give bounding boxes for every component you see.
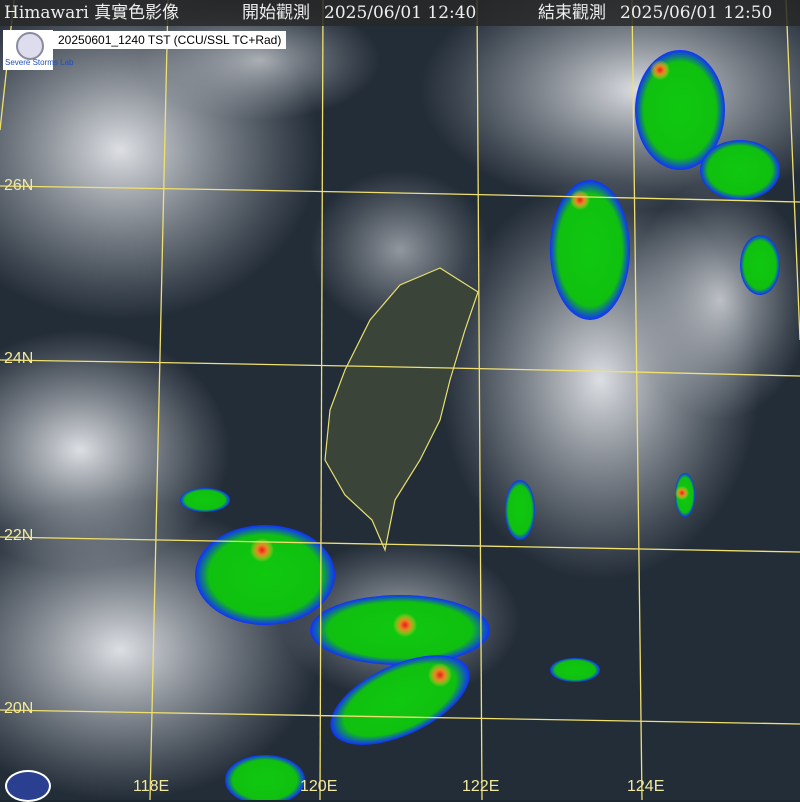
header-bar: Himawari 真實色影像 開始觀測 2025/06/01 12:40 結束觀… (0, 0, 800, 26)
lat-label-22n: 22N (4, 527, 34, 544)
timestamp-label: 20250601_1240 TST (CCU/SSL TC+Rad) (53, 31, 287, 49)
lab-text: Severe Storms Lab (5, 58, 74, 67)
lat-label-24n: 24N (4, 350, 34, 367)
lon-label-122e: 122E (462, 778, 500, 795)
lat-label-26n: 26N (4, 177, 34, 194)
taiwan-island (324, 267, 479, 552)
end-label: 結束觀測 (538, 3, 606, 23)
lat-label-20n: 20N (4, 700, 34, 717)
start-label: 開始觀測 (242, 3, 310, 23)
lon-label-120e: 120E (300, 778, 338, 795)
severe-storms-lab-logo: Severe Storms Lab (3, 30, 73, 70)
header-title: Himawari 真實色影像 (4, 3, 180, 23)
radar-echoes (180, 50, 780, 800)
cwa-logo-icon (5, 770, 51, 802)
end-time: 2025/06/01 12:50 (620, 3, 773, 23)
lon-label-124e: 124E (627, 778, 665, 795)
lon-label-118e: 118E (133, 778, 170, 795)
seal-icon (16, 32, 44, 60)
start-time: 2025/06/01 12:40 (324, 3, 477, 23)
